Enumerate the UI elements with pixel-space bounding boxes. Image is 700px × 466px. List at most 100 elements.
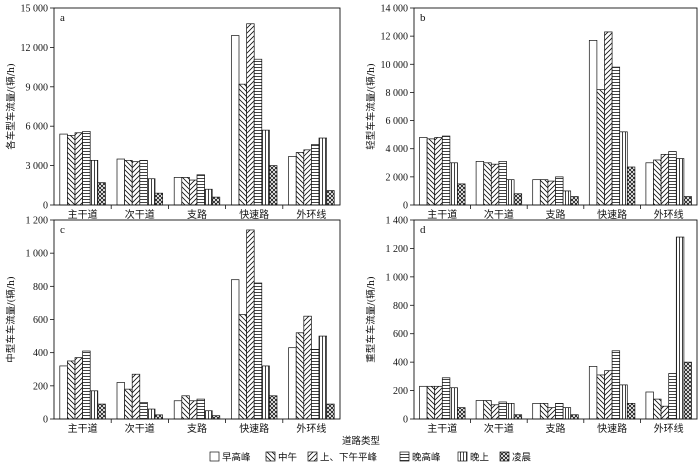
bar-3-0-3 <box>588 366 598 420</box>
y-tick-label: 1 400 <box>386 216 409 227</box>
legend-item: 早高峰 <box>209 451 251 464</box>
bar-2-3-0 <box>82 350 91 420</box>
y-tick-label: 600 <box>33 315 48 326</box>
bar-0-1-2 <box>181 177 190 206</box>
legend: 早高峰 中午 上、下午平峰 晚高峰 晚上 凌晨 <box>209 451 532 464</box>
legend-item: 晚上 <box>457 451 490 464</box>
x-category-label: 支路 <box>187 422 207 435</box>
bar-0-0-3 <box>231 35 240 206</box>
legend-label: 晚高峰 <box>412 452 441 464</box>
bar-1-3-0 <box>441 135 451 206</box>
bar-2-4-1 <box>147 408 156 420</box>
bar-0-2-2 <box>189 179 198 206</box>
y-tick-label: 1 200 <box>386 244 409 255</box>
bar-1-4-1 <box>506 179 515 206</box>
y-tick-label: 10 000 <box>381 60 409 71</box>
x-category-label: 支路 <box>546 208 566 221</box>
bar-2-0-2 <box>173 400 183 420</box>
y-axis-label: 重型车车流量/(辆/h) <box>365 276 377 362</box>
y-tick-label: 1 000 <box>26 249 49 260</box>
bar-2-4-4 <box>318 335 327 420</box>
x-category-label: 支路 <box>187 208 207 221</box>
bar-3-3-1 <box>498 401 507 420</box>
panel-letter: c <box>60 224 65 236</box>
bar-3-3-2 <box>555 403 564 420</box>
x-category-label: 主干道 <box>68 208 98 221</box>
y-tick-label: 9 000 <box>26 82 49 93</box>
panel-b: 0 2 000 4 000 6 000 8 000 10 000 12 000 14 000 主… <box>365 4 698 221</box>
legend-label: 晚上 <box>470 453 490 464</box>
bar-2-4-0 <box>89 390 99 420</box>
bar-2-3-3 <box>253 282 263 420</box>
x-category-label: 快速路 <box>597 208 627 221</box>
legend-swatch <box>209 451 220 462</box>
bar-1-3-2 <box>555 176 564 206</box>
bar-3-5-0 <box>457 407 466 420</box>
bar-1-3-3 <box>611 66 621 206</box>
bar-0-0-0 <box>59 133 68 206</box>
bar-3-4-3 <box>619 384 628 420</box>
bar-3-1-0 <box>426 385 436 420</box>
bar-0-2-0 <box>74 132 83 206</box>
bar-3-2-4 <box>660 405 670 420</box>
bar-3-2-2 <box>547 407 556 420</box>
legend-label: 凌晨 <box>512 452 532 464</box>
legend-swatch <box>399 451 410 462</box>
y-tick-label: 600 <box>393 329 408 340</box>
y-axis-label: 中型车车流量/(辆/h) <box>5 276 17 362</box>
legend-swatch <box>457 451 468 462</box>
x-category-label: 支路 <box>546 422 566 435</box>
panel-letter: b <box>420 12 426 24</box>
bar-1-2-3 <box>604 31 613 206</box>
y-tick-label: 0 <box>403 201 408 212</box>
bar-2-5-2 <box>211 415 221 420</box>
x-category-label: 次干道 <box>484 208 514 221</box>
y-tick-label: 12 000 <box>381 32 409 43</box>
bar-0-5-0 <box>97 182 106 206</box>
bar-2-4-2 <box>204 410 213 420</box>
bar-0-3-0 <box>82 131 91 206</box>
bar-3-0-2 <box>532 403 541 420</box>
bar-1-3-4 <box>668 151 677 206</box>
x-category-label: 外环线 <box>654 422 684 435</box>
bar-1-2-4 <box>660 153 670 206</box>
legend-item: 凌晨 <box>499 452 532 464</box>
y-tick-label: 1 200 <box>26 216 49 227</box>
bar-0-2-1 <box>131 161 141 206</box>
x-category-label: 快速路 <box>239 208 269 221</box>
y-tick-label: 3 000 <box>26 161 49 172</box>
legend-label: 上、下午平峰 <box>320 452 378 464</box>
bar-0-5-4 <box>326 190 335 206</box>
legend-item: 中午 <box>265 452 297 464</box>
bar-0-3-1 <box>139 159 148 206</box>
bar-3-4-4 <box>675 236 685 420</box>
bar-1-5-2 <box>570 196 579 206</box>
bar-2-3-4 <box>311 349 320 420</box>
bar-1-5-4 <box>683 196 692 206</box>
x-category-label: 外环线 <box>296 208 326 221</box>
bar-2-3-2 <box>196 398 205 420</box>
bar-3-1-4 <box>653 398 662 420</box>
x-category-label: 次干道 <box>125 208 155 221</box>
bar-3-0-1 <box>475 400 485 420</box>
bar-2-0-3 <box>231 279 240 420</box>
bar-1-1-4 <box>653 159 662 206</box>
bar-1-1-0 <box>426 138 436 206</box>
panel-letter: a <box>60 12 65 24</box>
bar-0-5-2 <box>211 196 221 206</box>
bar-3-5-2 <box>570 414 579 420</box>
legend-item: 晚高峰 <box>399 451 441 464</box>
bar-2-2-1 <box>131 373 141 420</box>
y-tick-label: 0 <box>43 201 48 212</box>
bar-0-5-1 <box>154 192 163 206</box>
bar-2-0-0 <box>59 365 68 420</box>
bar-1-5-1 <box>513 193 523 206</box>
bar-2-3-1 <box>139 402 148 420</box>
y-tick-label: 200 <box>393 386 408 397</box>
legend-label: 中午 <box>278 452 297 464</box>
bar-1-0-0 <box>419 137 428 206</box>
bar-1-4-2 <box>562 190 572 206</box>
bar-3-2-3 <box>604 370 613 420</box>
bar-2-4-3 <box>261 365 270 420</box>
bar-3-5-3 <box>626 403 636 420</box>
